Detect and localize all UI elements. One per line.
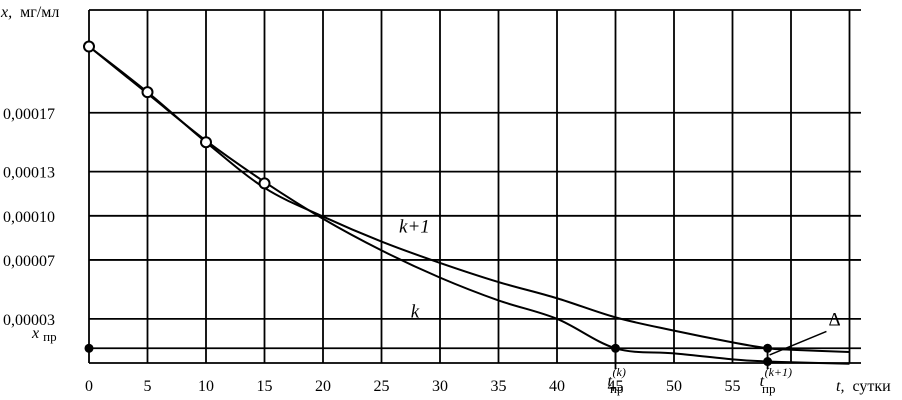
measured-point	[83, 40, 95, 53]
y-tick-label: 0,00007	[3, 253, 55, 270]
x-tick-label: 35	[491, 378, 507, 395]
x-tick-label: 20	[315, 378, 331, 395]
x-tick-label: 50	[666, 378, 682, 395]
special-x-tick-label: tпр(k)	[608, 365, 626, 396]
labels: x, мг/мл t, сутки x пр 0,00017 0,00013 0,0…	[0, 4, 891, 396]
delta-annotation: Δ	[828, 309, 840, 330]
x-tick-label: 40	[549, 378, 565, 395]
y-tick-label: 0,00003	[3, 312, 55, 329]
x-tick-label: 0	[85, 378, 93, 395]
threshold-marker	[611, 343, 620, 353]
y-tick-label: 0,00013	[3, 165, 55, 182]
series-k-line	[88, 45, 850, 365]
x-tick-label: 25	[374, 378, 390, 395]
special-x-tick-label: tпр(k+1)	[760, 365, 792, 396]
series-annotation: k+1	[399, 217, 430, 238]
measured-point	[141, 86, 154, 99]
x-axis-label: t, сутки	[836, 378, 891, 395]
y-tick-label: 0,00017	[3, 106, 55, 123]
threshold-label: x пр	[31, 325, 57, 344]
threshold-marker	[84, 343, 94, 353]
series-annotation: k	[411, 301, 420, 322]
x-tick-label: 15	[257, 378, 273, 395]
x-tick-label: 55	[725, 378, 741, 395]
measured-point	[258, 177, 271, 190]
x-tick-label: 30	[432, 378, 448, 395]
points	[83, 40, 773, 367]
y-tick-label: 0,00010	[3, 209, 55, 226]
threshold-marker	[763, 343, 773, 353]
delta-pointer-line	[769, 330, 827, 356]
measured-point	[200, 136, 212, 149]
threshold-marker	[763, 357, 773, 367]
grid	[88, 9, 861, 369]
x-tick-label: 5	[144, 378, 152, 395]
series-kplus1-line	[88, 45, 850, 353]
curves	[88, 45, 850, 365]
x-tick-label: 45	[608, 378, 624, 395]
y-axis-label: x, мг/мл	[0, 4, 59, 21]
x-tick-label: 10	[198, 378, 214, 395]
